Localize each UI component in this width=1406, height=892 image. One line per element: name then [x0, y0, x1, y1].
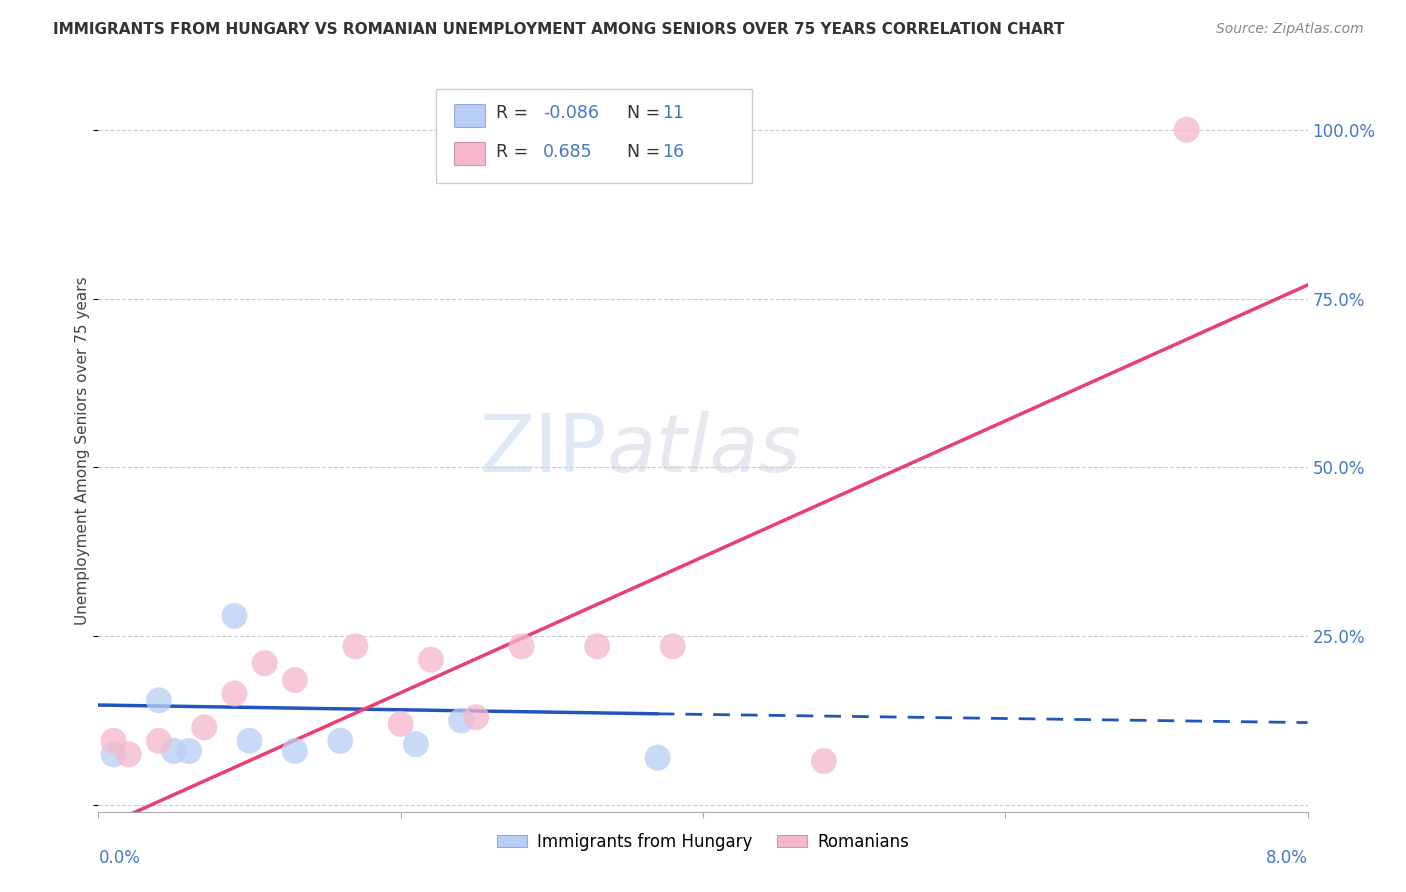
Point: [344, 640, 367, 654]
Point: [284, 673, 307, 687]
Text: atlas: atlas: [606, 411, 801, 490]
Point: [163, 744, 186, 758]
Text: IMMIGRANTS FROM HUNGARY VS ROMANIAN UNEMPLOYMENT AMONG SENIORS OVER 75 YEARS COR: IMMIGRANTS FROM HUNGARY VS ROMANIAN UNEM…: [53, 22, 1064, 37]
Point: [586, 640, 609, 654]
Point: [405, 737, 427, 751]
Text: 8.0%: 8.0%: [1265, 849, 1308, 867]
Point: [118, 747, 141, 762]
Point: [1175, 122, 1198, 136]
Point: [420, 653, 443, 667]
Point: [450, 714, 472, 728]
Point: [193, 720, 215, 734]
Text: 0.685: 0.685: [543, 143, 592, 161]
Text: 16: 16: [662, 143, 685, 161]
Point: [284, 744, 307, 758]
Text: 11: 11: [662, 104, 685, 122]
Point: [647, 750, 669, 764]
Text: -0.086: -0.086: [543, 104, 599, 122]
Point: [329, 734, 352, 748]
Point: [103, 734, 125, 748]
Point: [103, 747, 125, 762]
Point: [224, 608, 246, 623]
Y-axis label: Unemployment Among Seniors over 75 years: Unemployment Among Seniors over 75 years: [75, 277, 90, 624]
Text: N =: N =: [616, 104, 665, 122]
Point: [148, 693, 170, 707]
Point: [510, 640, 533, 654]
Point: [253, 656, 276, 670]
Point: [389, 717, 412, 731]
Text: R =: R =: [496, 104, 534, 122]
Text: R =: R =: [496, 143, 534, 161]
Point: [148, 734, 170, 748]
Point: [813, 754, 835, 768]
Point: [661, 640, 683, 654]
Point: [239, 734, 262, 748]
Text: N =: N =: [616, 143, 665, 161]
Point: [179, 744, 201, 758]
Text: ZIP: ZIP: [479, 411, 606, 490]
Text: Source: ZipAtlas.com: Source: ZipAtlas.com: [1216, 22, 1364, 37]
Legend: Immigrants from Hungary, Romanians: Immigrants from Hungary, Romanians: [491, 826, 915, 857]
Point: [224, 687, 246, 701]
Text: 0.0%: 0.0%: [98, 849, 141, 867]
Point: [465, 710, 488, 724]
